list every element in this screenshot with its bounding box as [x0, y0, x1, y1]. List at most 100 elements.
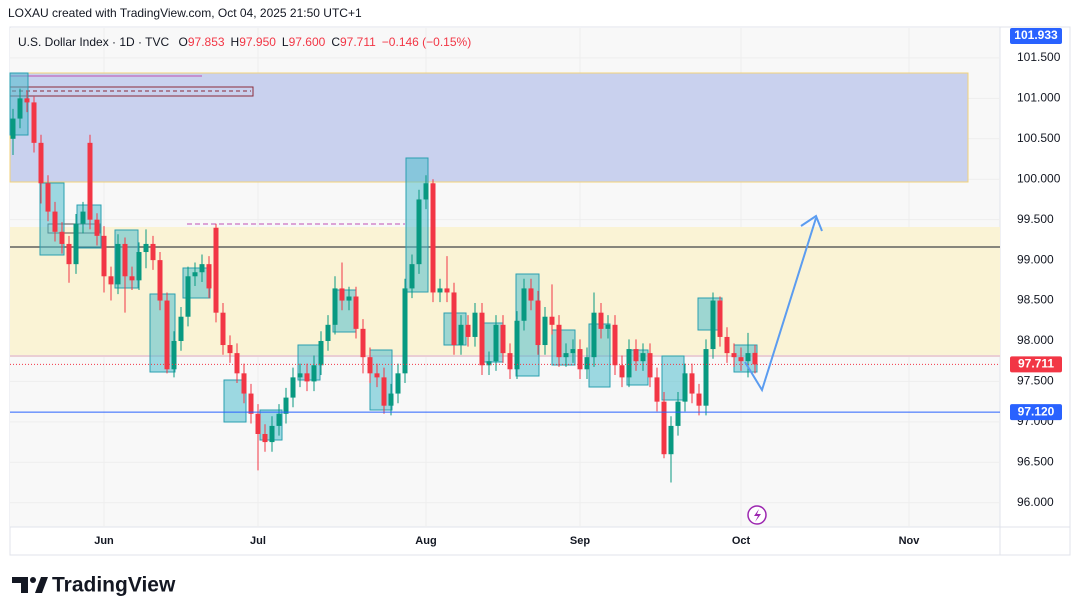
logo-shape	[30, 577, 36, 583]
candle-body	[283, 397, 289, 414]
candle-body	[619, 365, 625, 378]
candle-body	[290, 377, 296, 398]
event-icon	[747, 505, 767, 525]
price-label-box	[1010, 356, 1062, 373]
legend-value: 97.853	[187, 35, 225, 49]
forecast-arrow	[744, 214, 823, 393]
candle-body	[710, 300, 716, 350]
y-tick-label: 97.500	[1017, 374, 1054, 388]
candle-body	[437, 288, 443, 293]
candle-body	[423, 183, 429, 200]
candle-body	[73, 223, 79, 265]
candle-body	[185, 276, 191, 317]
candle-body	[87, 142, 93, 220]
candle-body	[248, 393, 254, 414]
candle-body	[493, 324, 499, 362]
price-label: 101.933	[1014, 28, 1058, 42]
candle-body	[52, 211, 58, 232]
x-tick-label: Aug	[415, 535, 436, 547]
legend-key: L	[281, 35, 289, 49]
candle-body	[66, 243, 72, 265]
x-tick-label: Sep	[570, 535, 590, 547]
candles	[10, 88, 1000, 483]
logo-shape	[35, 577, 48, 593]
y-tick-label: 98.000	[1017, 333, 1054, 347]
axes: 101.500 101.000 100.500 100.000 99.500 99.000…	[94, 28, 1062, 547]
candle-body	[738, 357, 744, 362]
candle-body	[234, 353, 240, 374]
candle-body	[563, 353, 569, 358]
legend-value: 97.600	[288, 35, 326, 49]
candle-body	[206, 264, 212, 289]
candle-body	[346, 296, 352, 301]
y-tick-label: 101.500	[1017, 50, 1061, 64]
candle-body	[199, 264, 205, 273]
candle-body	[745, 353, 751, 362]
candle-body	[591, 312, 597, 358]
candle-body	[297, 373, 303, 378]
candle-body	[430, 183, 436, 293]
candle-body	[255, 413, 261, 434]
candle-body	[353, 296, 359, 329]
candle-body	[703, 349, 709, 406]
price-label: 97.120	[1018, 404, 1055, 418]
pattern-box	[481, 322, 504, 363]
arrow-head	[800, 214, 823, 232]
candle-body	[220, 312, 226, 346]
candle-body	[318, 340, 324, 366]
candle-body	[136, 252, 142, 281]
candle-body	[542, 316, 548, 346]
price-label-box	[1010, 28, 1062, 44]
candle-body	[416, 199, 422, 265]
candle-body	[157, 260, 163, 301]
candle-body	[752, 352, 758, 365]
candle-body	[402, 288, 408, 374]
legend-value: 97.711	[339, 35, 376, 49]
candle-body	[486, 361, 492, 366]
candle-body	[129, 276, 135, 281]
candle-body	[514, 320, 520, 370]
candle-body	[465, 324, 471, 337]
candle-body	[605, 324, 611, 329]
brand: TradingView	[52, 574, 176, 597]
candle-body	[311, 365, 317, 382]
candle-body	[143, 243, 149, 253]
candle-body	[24, 98, 30, 103]
candle-body	[332, 288, 338, 325]
candle-body	[45, 183, 51, 212]
candle-body	[689, 373, 695, 394]
candle-body	[395, 373, 401, 394]
pattern-box	[223, 379, 247, 423]
candle-body	[178, 316, 184, 341]
legend-key: H	[230, 35, 240, 49]
candle-body	[304, 373, 310, 382]
candle-body	[101, 235, 107, 277]
candle-body	[241, 373, 247, 394]
x-tick-label: Jun	[94, 535, 114, 547]
pattern-box	[149, 293, 176, 373]
candle-body	[584, 357, 590, 370]
price-label: 97.711	[1018, 357, 1054, 371]
candle-body	[374, 373, 380, 378]
candle-body	[409, 264, 415, 289]
y-tick-label: 100.000	[1017, 171, 1061, 185]
brand-logo: TradingView	[12, 574, 176, 597]
pattern-box	[661, 355, 685, 401]
candle-body	[640, 353, 646, 362]
candle-body	[381, 377, 387, 406]
candle-body	[388, 393, 394, 406]
candle-body	[59, 231, 65, 244]
candle-body	[556, 324, 562, 358]
candle-body	[150, 243, 156, 261]
candle-body	[458, 324, 464, 346]
candle-body	[626, 349, 632, 378]
candle-body	[682, 373, 688, 402]
candle-body	[17, 98, 23, 119]
candle-body	[171, 340, 177, 370]
candle-body	[521, 288, 527, 321]
x-tick-label: Oct	[732, 535, 751, 547]
candle-body	[227, 345, 233, 354]
candle-body	[367, 357, 373, 374]
candle-body	[647, 353, 653, 378]
